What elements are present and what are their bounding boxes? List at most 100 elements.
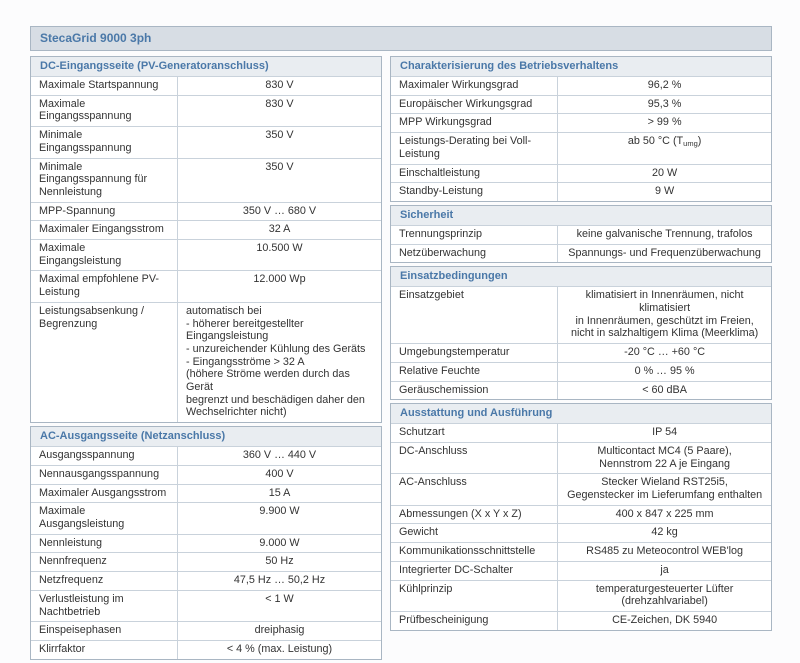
spec-row: Trennungsprinzip keine galvanische Trennu… [391,224,771,244]
spec-value: < 4 % (max. Leistung) [226,642,333,655]
spec-row: Standby-Leistung 9 W [391,182,771,201]
spec-value: CE-Zeichen, DK 5940 [612,613,718,626]
section-header: Charakterisierung des Betriebsverhaltens [391,57,771,76]
spec-row: Netzüberwachung Spannungs- und Frequenzüb… [391,243,771,263]
section-header: Ausstattung und Ausführung [391,404,771,424]
spec-row: Europäischer Wirkungsgrad 95,3 % [391,94,771,114]
spec-value: 12.000 Wp [253,273,306,286]
spec-label: Leistungsabsenkung / Begrenzung [31,302,178,423]
spec-section: AC-Ausgangsseite (Netzanschluss) Ausgangs… [30,426,382,660]
spec-value: dreiphasig [254,624,305,637]
spec-label: Klirrfaktor [31,640,178,659]
spec-value: 15 A [268,486,291,499]
spec-row: DC-Anschluss Multicontact MC4 (5 Paare), … [391,441,771,474]
spec-label: Netzfrequenz [31,572,178,590]
spec-row: Geräuschemission < 60 dBA [391,380,771,400]
spec-row: Nennausgangsspannung 400 V [31,464,381,484]
spec-label: AC-Anschluss [391,474,559,505]
spec-row: Umgebungstemperatur -20 °C … +60 °C [391,343,771,362]
spec-label: Umgebungstemperatur [391,344,559,362]
spec-label: DC-Anschluss [391,442,559,474]
spec-label: Ausgangsspannung [31,447,178,465]
spec-row: Minimale Eingangsspannung für Nennleistu… [31,157,381,202]
spec-label: MPP-Spannung [31,202,178,221]
spec-row: Prüfbescheinigung CE-Zeichen, DK 5940 [391,610,771,630]
spec-label: Nennfrequenz [31,553,178,572]
spec-value: ja [660,563,669,576]
spec-value: RS485 zu Meteocontrol WEB'log [586,545,744,558]
spec-value: < 60 dBA [642,383,687,396]
spec-value: > 99 % [647,116,682,129]
spec-section: Sicherheit Trennungsprinzip keine galvanis… [390,204,772,264]
value-part-subscript: umg [683,139,698,149]
spec-value: < 1 W [265,592,294,605]
spec-value: 350 V … 680 V [242,204,317,217]
spec-label: Kommunikationsschnittstelle [391,543,559,561]
spec-label: Leistungs-Derating bei Voll-Leistung [391,133,559,164]
spec-row: Nennfrequenz 50 Hz [31,552,381,572]
spec-row: Netzfrequenz 47,5 Hz … 50,2 Hz [31,571,381,590]
spec-value: 95,3 % [647,97,682,110]
spec-value: klimatisiert in Innenräumen, nicht klima… [570,289,759,340]
spec-label: Integrierter DC-Schalter [391,561,559,580]
spec-row: Abmessungen (X x Y x Z) 400 x 847 x 225 m… [391,504,771,524]
spec-value: 350 V [265,129,294,142]
spec-row: Minimale Eingangsspannung 350 V [31,126,381,158]
spec-value: 50 Hz [265,555,294,568]
spec-value: 47,5 Hz … 50,2 Hz [233,574,326,587]
spec-label: Verlustleistung im Nachtbetrieb [31,590,178,622]
page-title: StecaGrid 9000 3ph [30,26,772,51]
spec-row: MPP Wirkungsgrad > 99 % [391,113,771,133]
spec-row: Schutzart IP 54 [391,423,771,442]
spec-value: 32 A [268,223,291,236]
spec-label: Netzüberwachung [391,244,559,263]
section-header: Sicherheit [391,205,771,225]
spec-value: Stecker Wieland RST25i5, Gegenstecker im… [567,476,763,502]
spec-label: Schutzart [391,424,559,442]
spec-value: Multicontact MC4 (5 Paare), Nennstrom 22… [597,444,732,470]
spec-section: Ausstattung und Ausführung Schutzart IP 54… [390,403,772,631]
value-part-post: ) [697,135,702,148]
spec-value: ab 50 °C (Tumg) [558,133,771,163]
spec-label: Relative Feuchte [391,362,559,381]
spec-label: Maximale Eingangsleistung [31,240,178,271]
spec-label: Kühlprinzip [391,580,559,611]
spec-label: Maximaler Ausgangsstrom [31,484,178,503]
spec-columns: DC-Eingangsseite (PV-Generatoranschluss)… [30,56,772,663]
spec-label: Nennausgangsspannung [31,465,178,484]
spec-label: MPP Wirkungsgrad [391,114,559,133]
spec-value: -20 °C … +60 °C [624,346,706,359]
spec-value: 830 V [265,97,294,110]
spec-row: Kommunikationsschnittstelle RS485 zu Mete… [391,542,771,561]
spec-value: 0 % … 95 % [634,364,695,377]
spec-row: Maximale Eingangsleistung 10.500 W [31,239,381,271]
spec-row: MPP-Spannung 350 V … 680 V [31,201,381,221]
spec-row: Einsatzgebiet klimatisiert in Innenräumen… [391,286,771,344]
spec-row: Einspeisephasen dreiphasig [31,621,381,640]
spec-value: 360 V … 440 V [242,449,317,462]
spec-row: Maximaler Ausgangsstrom 15 A [31,483,381,503]
spec-row: Integrierter DC-Schalter ja [391,560,771,580]
spec-row: AC-Anschluss Stecker Wieland RST25i5, Geg… [391,473,771,505]
spec-value: 10.500 W [256,242,303,255]
section-header: AC-Ausgangsseite (Netzanschluss) [31,427,381,447]
spec-section: Einsatzbedingungen Einsatzgebiet klimatisi… [390,266,772,401]
spec-value: 400 V [265,467,294,480]
spec-value: 20 W [651,166,678,179]
spec-row: Leistungs-Derating bei Voll-Leistung ab 5… [391,132,771,164]
spec-row: Maximaler Wirkungsgrad 96,2 % [391,76,771,95]
spec-row: Maximal empfohlene PV-Leistung 12.000 Wp [31,270,381,302]
spec-label: Maximal empfohlene PV-Leistung [31,271,178,302]
spec-row: Kühlprinzip temperaturgesteuerter Lüfter … [391,579,771,611]
spec-label: Standby-Leistung [391,183,559,201]
spec-label: Abmessungen (X x Y x Z) [391,505,559,524]
spec-value: 96,2 % [647,79,682,91]
spec-value: 9.000 W [259,536,300,549]
spec-label: Maximaler Eingangsstrom [31,221,178,240]
spec-value: 350 V [265,160,294,173]
spec-label: Maximale Startspannung [31,77,178,95]
spec-label: Europäischer Wirkungsgrad [391,95,559,114]
spec-row: Maximale Eingangsspannung 830 V [31,94,381,127]
spec-value: keine galvanische Trennung, trafolos [576,227,753,240]
